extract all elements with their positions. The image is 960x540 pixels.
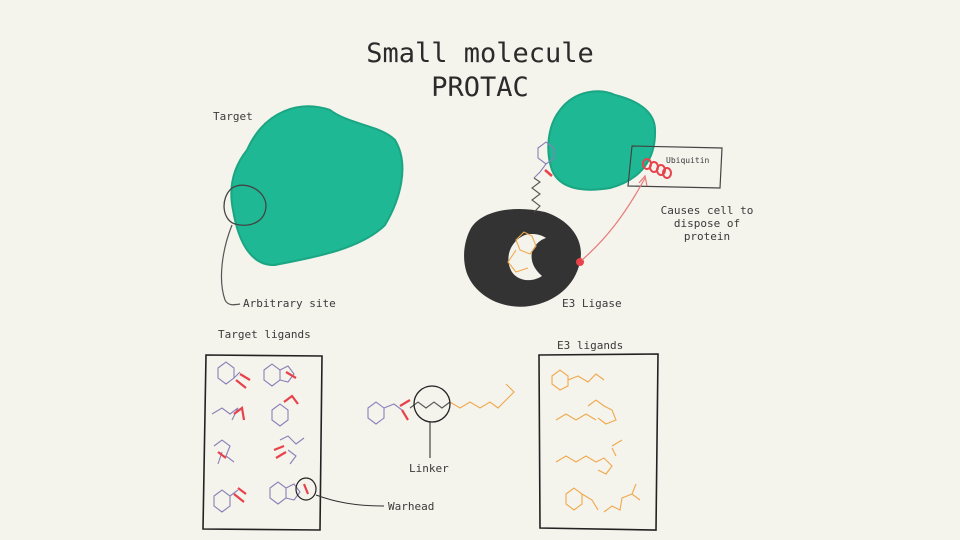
target-ligand-structures (211, 361, 310, 513)
arbitrary-site-leader (220, 224, 241, 306)
protac-molecule (367, 383, 515, 425)
target-label: Target (213, 110, 253, 123)
target-protein-blob (230, 105, 404, 267)
ubiquitin-arrow (581, 177, 646, 261)
ubiquitin-arrow-head (638, 174, 648, 187)
causes-label: Causes cell to dispose of protein (660, 204, 754, 243)
target-ligands-label: Target ligands (218, 328, 311, 341)
warhead-circle (295, 477, 317, 501)
target-ligands-box (202, 354, 323, 531)
e3-ligands-label: E3 ligands (557, 339, 624, 352)
ubiquitin-box (627, 145, 723, 189)
arbitrary-site-label: Arbitrary site (243, 297, 336, 310)
ubiquitin-label: Ubiquitin (666, 156, 710, 165)
e3-ligands-box (538, 353, 659, 531)
bound-target-protein-blob (547, 90, 657, 191)
warhead-label: Warhead (388, 500, 435, 513)
bound-protac-molecule (507, 141, 555, 273)
warhead-leader (315, 494, 385, 507)
e3-ligase-shape (464, 209, 581, 307)
e3-ligase-label: E3 Ligase (562, 297, 622, 310)
ubiquitin-chain-icon (642, 158, 672, 179)
linker-circle (413, 385, 451, 423)
linker-label: Linker (409, 462, 449, 475)
diagram-title-line2: PROTAC (431, 72, 529, 103)
diagram-title-line1: Small molecule (366, 38, 594, 69)
e3-ligand-structures (551, 369, 641, 513)
arbitrary-site-outline (223, 184, 267, 226)
